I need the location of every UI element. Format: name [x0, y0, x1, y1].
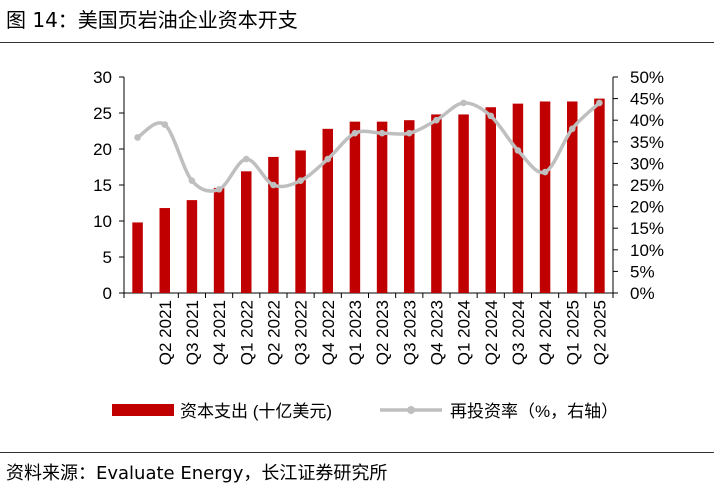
capex-bar: [241, 171, 252, 293]
right-tick-label: 45%: [630, 90, 664, 109]
x-tick-label: Q2 2021: [156, 300, 175, 365]
right-tick-label: 50%: [630, 68, 664, 87]
x-tick-label: Q4 2023: [427, 300, 446, 365]
capex-bar: [567, 101, 578, 293]
capex-bar: [594, 98, 605, 293]
x-tick-label: Q3 2022: [292, 300, 311, 365]
right-tick-label: 40%: [630, 111, 664, 130]
reinvestment-point: [324, 155, 332, 163]
x-tick-label: Q2 2025: [590, 300, 609, 365]
x-tick-label: Q2 2022: [264, 300, 283, 365]
capex-bars: [132, 98, 605, 294]
capex-bar: [268, 156, 279, 293]
reinvestment-line-path: [136, 101, 601, 193]
capex-bar: [322, 128, 333, 293]
left-tick-label: 10: [93, 212, 112, 231]
x-tick-label: Q4 2024: [536, 300, 555, 365]
chart: 0 5 10 15 20 25 30 0% 5% 10% 15% 20% 25% 30% 35% 40% 45%…: [93, 68, 664, 421]
reinvestment-point: [405, 129, 413, 137]
capex-bar: [159, 208, 170, 293]
right-tick-label: 15%: [630, 219, 664, 238]
reinvestment-point: [242, 155, 250, 163]
reinvestment-point: [487, 112, 495, 120]
x-tick-label: Q1 2024: [455, 300, 474, 365]
reinvestment-line: [134, 99, 603, 193]
x-tick-label: Q1 2022: [237, 300, 256, 365]
left-tick-label: 5: [103, 248, 112, 267]
reinvestment-point: [433, 116, 440, 124]
left-tick-label: 30: [93, 68, 112, 87]
legend-bar-label: 资本支出 (十亿美元): [180, 402, 332, 421]
capex-bar: [132, 222, 143, 293]
left-tick-label: 20: [93, 140, 112, 159]
reinvestment-point: [215, 186, 223, 193]
right-tick-label: 5%: [630, 262, 655, 281]
right-tick-label: 35%: [630, 133, 664, 152]
reinvestment-point: [270, 181, 277, 189]
capex-bar: [512, 103, 524, 293]
capex-bar: [485, 107, 496, 294]
x-tick-label: Q1 2023: [346, 300, 365, 365]
capex-bar: [295, 150, 306, 293]
reinvestment-point: [514, 147, 522, 154]
capex-bar: [404, 120, 415, 293]
reinvestment-point: [297, 177, 304, 184]
x-tick-label: Q3 2021: [183, 300, 202, 365]
right-tick-label: 0%: [630, 284, 655, 303]
capex-bar: [431, 114, 442, 293]
reinvestment-point: [460, 99, 467, 107]
left-tick-label: 15: [93, 176, 112, 195]
capex-bar: [539, 101, 551, 293]
right-tick-label: 20%: [630, 198, 664, 217]
reinvestment-point: [188, 177, 196, 184]
capex-bar: [349, 121, 361, 293]
x-tick-label: Q2 2023: [373, 300, 392, 365]
x-tick-label: Q3 2023: [400, 300, 419, 365]
right-tick-label: 10%: [630, 241, 664, 260]
bottom-rule: [0, 452, 714, 453]
left-tick-label: 0: [103, 284, 112, 303]
capex-bar: [458, 114, 469, 293]
capex-bar: [376, 121, 388, 293]
reinvestment-point: [134, 134, 141, 141]
reinvestment-point: [161, 121, 169, 128]
x-tick-label: Q3 2024: [509, 300, 528, 365]
legend-bar-swatch: [112, 404, 174, 416]
capex-bar: [213, 187, 225, 293]
capex-bar: [186, 200, 198, 293]
right-tick-label: 30%: [630, 154, 664, 173]
x-tick-label: Q1 2025: [563, 300, 582, 365]
x-tick-label: Q4 2021: [210, 300, 229, 365]
chart-axes: [119, 76, 618, 298]
legend-line-label: 再投资率（%，右轴）: [450, 402, 618, 421]
reinvestment-point: [541, 168, 549, 176]
tick-labels: 0 5 10 15 20 25 30 0% 5% 10% 15% 20% 25% 30% 35% 40% 45%…: [93, 68, 664, 365]
top-rule: [0, 42, 714, 43]
x-tick-label: Q2 2024: [482, 300, 501, 365]
reinvestment-point: [568, 125, 576, 133]
reinvestment-point: [351, 129, 359, 137]
legend-line-marker: [407, 406, 415, 414]
left-tick-label: 25: [93, 104, 112, 123]
x-tick-label: Q4 2022: [319, 300, 338, 365]
legend: 资本支出 (十亿美元) 再投资率（%，右轴）: [112, 402, 618, 421]
right-tick-label: 25%: [630, 176, 664, 195]
reinvestment-point: [596, 99, 603, 107]
source-note: 资料来源：Evaluate Energy，长江证券研究所: [6, 463, 388, 484]
figure-title: 图 14：美国页岩油企业资本开支: [6, 8, 298, 32]
reinvestment-point: [378, 129, 386, 137]
